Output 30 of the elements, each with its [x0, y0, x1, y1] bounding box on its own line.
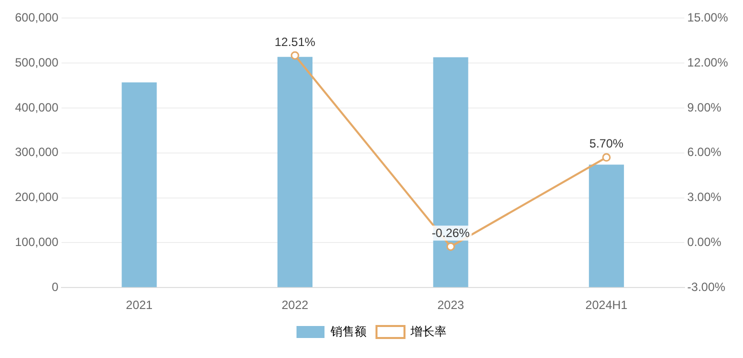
x-tick-label: 2024H1 — [585, 298, 628, 312]
point — [446, 242, 455, 251]
y-tick-label: 0 — [52, 280, 59, 294]
y2-tick-label: 6.00% — [687, 145, 722, 160]
y-tick-label: 300,000 — [14, 145, 59, 160]
y-tick-label: 400,000 — [14, 100, 59, 114]
point — [290, 51, 300, 60]
bar — [277, 56, 312, 288]
x-tick-label: 2022 — [282, 298, 309, 312]
y2-tick-label: 0.00% — [687, 235, 722, 250]
x-tick-label: 2021 — [126, 298, 153, 312]
point — [602, 153, 611, 162]
y2-tick-label: 9.00% — [687, 100, 722, 114]
bar — [433, 57, 468, 288]
data-label: 12.51% — [274, 34, 316, 49]
y-tick-label: 600,000 — [14, 10, 59, 25]
y2-tick-label: -3.00% — [687, 280, 726, 294]
bar — [588, 164, 624, 288]
bar — [122, 82, 157, 288]
y-tick-label: 500,000 — [14, 55, 59, 70]
data-label: -0.26% — [432, 226, 470, 240]
data-label: 5.70% — [589, 136, 624, 151]
x-tick-label: 2023 — [437, 298, 464, 312]
y2-tick-label: 12.00% — [687, 55, 728, 70]
y2-tick-label: 3.00% — [687, 190, 722, 204]
y-tick-label: 100,000 — [14, 235, 59, 250]
y-tick-label: 200,000 — [14, 190, 59, 204]
y2-tick-label: 15.00% — [687, 10, 728, 25]
legend-label: 增长率 — [410, 324, 446, 338]
legend-label: 销售额 — [330, 324, 366, 338]
